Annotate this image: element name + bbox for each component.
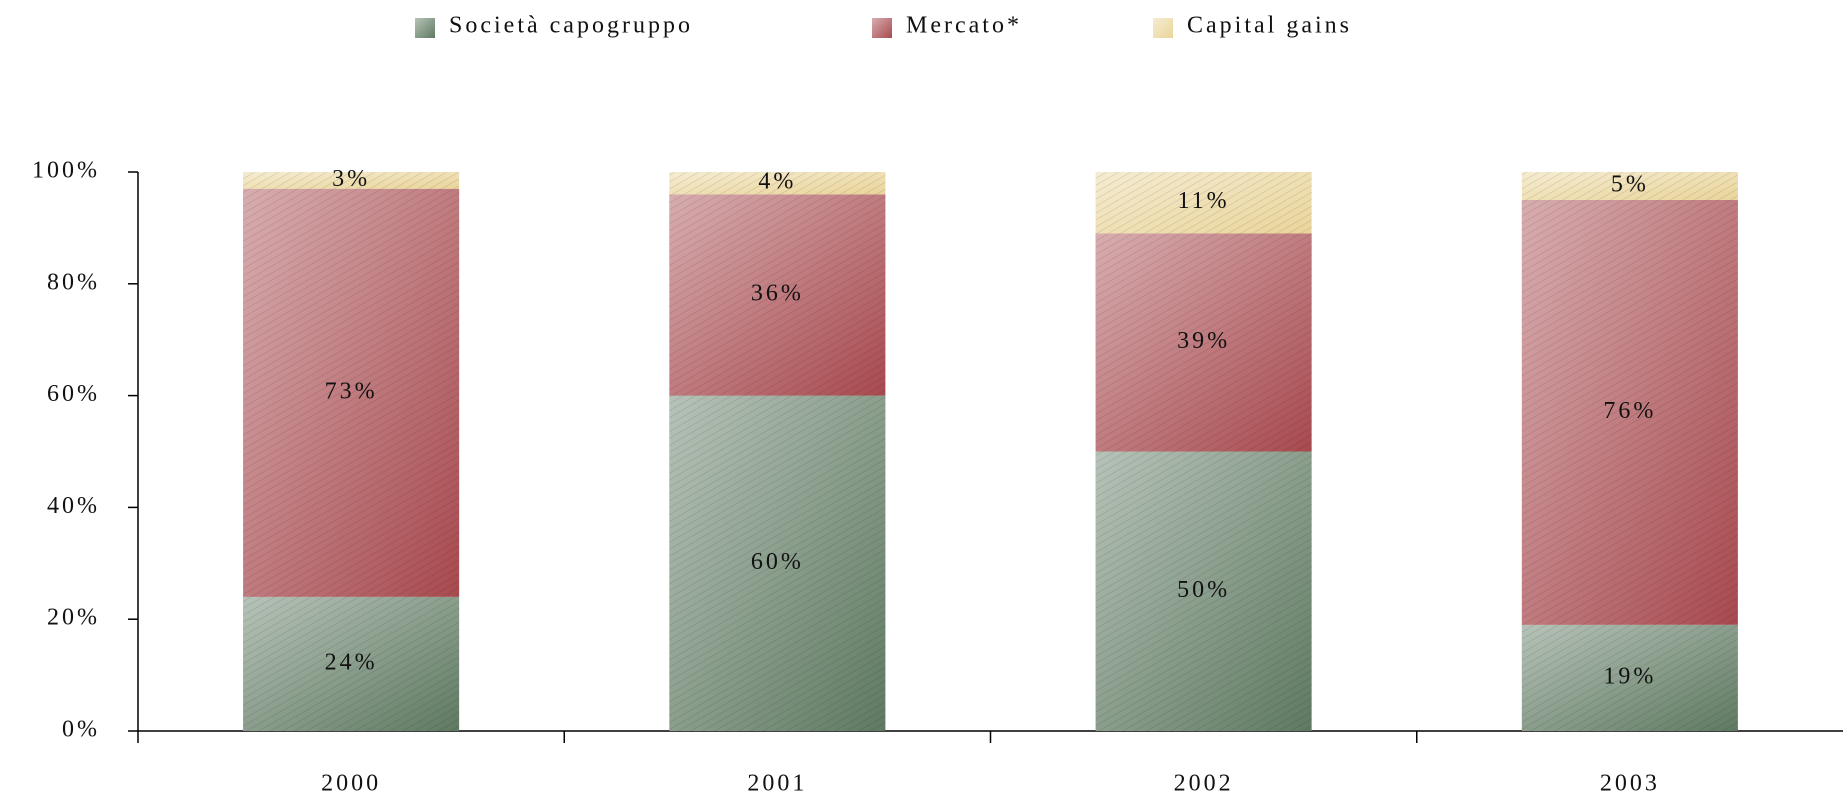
y-tick-label: 40% <box>47 493 100 519</box>
y-tick-label: 0% <box>62 717 100 743</box>
data-label: 4% <box>758 169 796 195</box>
data-label: 24% <box>325 649 378 675</box>
y-tick-label: 20% <box>47 605 100 631</box>
bar-hatch <box>669 172 886 195</box>
x-tick-label: 2002 <box>1174 771 1234 797</box>
bar-hatch <box>1521 624 1738 731</box>
bar-segment <box>669 395 886 731</box>
data-label: 3% <box>332 166 370 192</box>
data-label: 60% <box>751 549 804 575</box>
legend-swatch-shade <box>872 18 892 38</box>
bar-hatch <box>669 194 886 396</box>
y-tick-label: 80% <box>47 269 100 295</box>
bar-hatch <box>1095 233 1312 452</box>
legend-label: Mercato* <box>906 13 1022 39</box>
bar-hatch <box>1521 199 1738 625</box>
bar-hatch <box>669 395 886 731</box>
bar-hatch <box>243 172 460 189</box>
legend-label: Capital gains <box>1187 13 1352 39</box>
bar-segment <box>243 188 460 597</box>
data-label: 73% <box>325 378 378 404</box>
legend-swatch-shade <box>1153 18 1173 38</box>
data-label: 19% <box>1603 663 1656 689</box>
data-label: 50% <box>1177 577 1230 603</box>
legend-label: Società capogruppo <box>449 13 693 39</box>
bar-segment <box>1521 624 1738 731</box>
x-tick-label: 2001 <box>747 771 807 797</box>
data-label: 36% <box>751 280 804 306</box>
data-label: 5% <box>1611 171 1649 197</box>
data-label: 39% <box>1177 328 1230 354</box>
bar-segment <box>243 596 460 731</box>
bar-segment <box>669 194 886 396</box>
legend-swatch-shade <box>415 18 435 38</box>
data-label: 11% <box>1178 188 1230 214</box>
data-label: 76% <box>1603 398 1656 424</box>
bar-segment <box>669 172 886 195</box>
bar-hatch <box>1095 172 1312 234</box>
bar-segment <box>1095 451 1312 731</box>
x-tick-label: 2003 <box>1600 771 1660 797</box>
y-tick-label: 60% <box>47 381 100 407</box>
x-tick-label: 2000 <box>321 771 381 797</box>
bar-hatch <box>1095 451 1312 731</box>
bar-segment <box>1521 199 1738 625</box>
bar-segment <box>1095 172 1312 234</box>
bar-segment <box>1521 172 1738 200</box>
bar-hatch <box>243 188 460 597</box>
bar-segment <box>243 172 460 189</box>
y-tick-label: 100% <box>32 158 100 184</box>
bar-hatch <box>1521 172 1738 200</box>
bar-segment <box>1095 233 1312 452</box>
bar-hatch <box>243 596 460 731</box>
